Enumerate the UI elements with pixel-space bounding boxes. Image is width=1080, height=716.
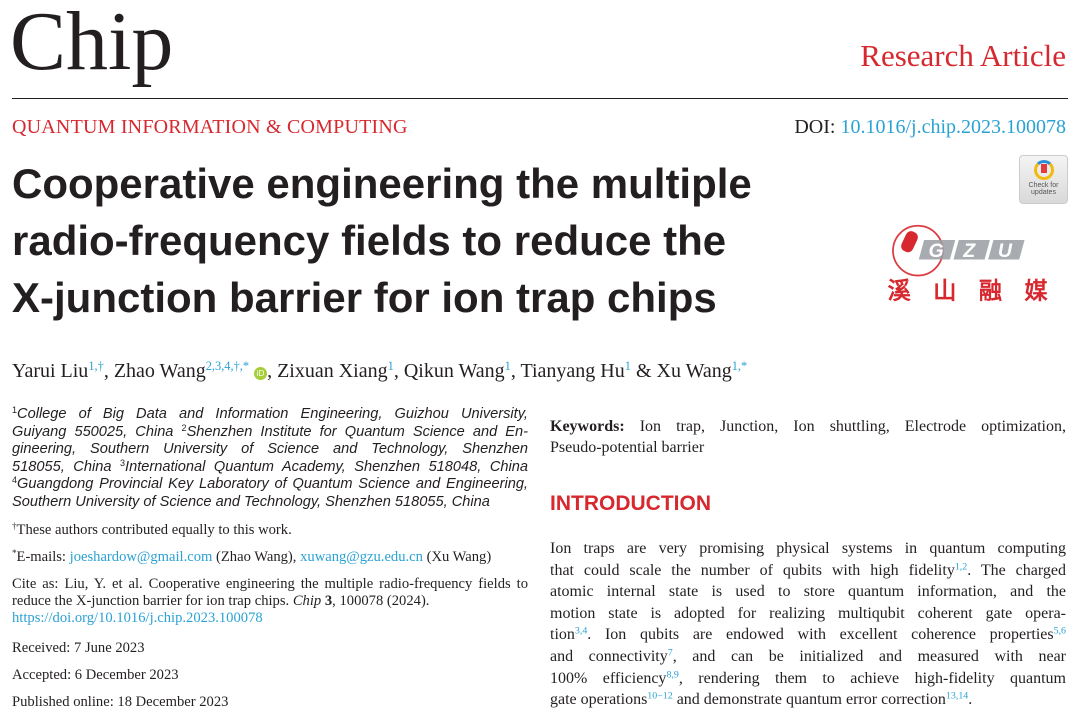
author-list: Yarui Liu1,†, Zhao Wang2,3,4,†,* iD, Zix… [12, 359, 748, 382]
keywords: Keywords: Ion trap, Junction, Ion shuttl… [550, 418, 1066, 456]
svg-text:U: U [998, 240, 1013, 262]
article-type: Research Article [860, 38, 1066, 73]
emails: *E-mails: joeshardow@gmail.com (Zhao Wan… [12, 548, 492, 565]
author: Xu Wang [656, 360, 732, 382]
author-sup: 1 [504, 359, 511, 374]
header-divider [12, 98, 1068, 99]
paper-title: Cooperative engineering the multiple rad… [12, 155, 872, 326]
author: Qikun Wang [403, 360, 505, 382]
author: Yarui Liu [12, 360, 89, 382]
body-column: Keywords: Ion trap, Junction, Ion shuttl… [550, 416, 1066, 711]
author-sup: 1 [624, 359, 631, 374]
svg-text:G: G [929, 240, 944, 262]
section-label: QUANTUM INFORMATION & COMPUTING [12, 116, 408, 138]
svg-text:Z: Z [962, 240, 976, 262]
badge-text: updates [1031, 189, 1056, 196]
svg-text:溪山融媒: 溪山融媒 [888, 278, 1049, 304]
author-sup: 1,* [731, 359, 748, 374]
equal-contribution-note: †These authors contributed equally to th… [12, 521, 292, 538]
check-updates-icon [1033, 160, 1054, 180]
affiliations: 1College of Big Data and Information Eng… [12, 405, 529, 510]
doi: DOI: 10.1016/j.chip.2023.100078 [794, 116, 1066, 139]
received-date: Received: 7 June 2023 [12, 640, 145, 656]
accepted-date: Accepted: 6 December 2023 [12, 667, 179, 683]
citation: Cite as: Liu, Y. et al. Cooperative engi… [12, 576, 528, 626]
doi-link[interactable]: 10.1016/j.chip.2023.100078 [840, 116, 1066, 138]
author: Zhao Wang [113, 360, 206, 382]
published-date: Published online: 18 December 2023 [12, 694, 229, 710]
email-link[interactable]: joeshardow@gmail.com [69, 549, 213, 565]
section-heading-introduction: INTRODUCTION [550, 492, 711, 515]
title-line: X-junction barrier for ion trap chips [12, 274, 717, 321]
front-matter: 1College of Big Data and Information Eng… [12, 406, 528, 711]
orcid-icon[interactable]: iD [254, 367, 268, 380]
author-sup: 1,† [88, 359, 104, 374]
email-link[interactable]: xuwang@gzu.edu.cn [300, 549, 423, 565]
author: Zixuan Xiang [277, 360, 388, 382]
badge-text: Check for [1028, 182, 1059, 189]
citation-doi-link[interactable]: https://doi.org/10.1016/j.chip.2023.1000… [12, 610, 263, 626]
title-line: Cooperative engineering the multiple [12, 160, 752, 207]
title-line: radio-frequency fields to reduce the [12, 217, 727, 264]
doi-label: DOI: [794, 116, 836, 138]
author-sup: 2,3,4,†,* [205, 359, 250, 374]
journal-name: Chip [10, 0, 174, 88]
author: Tianyang Hu [520, 360, 625, 382]
introduction-paragraph: Ion traps are very promising physical sy… [550, 540, 1067, 709]
check-for-updates-button[interactable]: Check for updates [1019, 155, 1068, 204]
author-sup: 1 [387, 359, 394, 374]
